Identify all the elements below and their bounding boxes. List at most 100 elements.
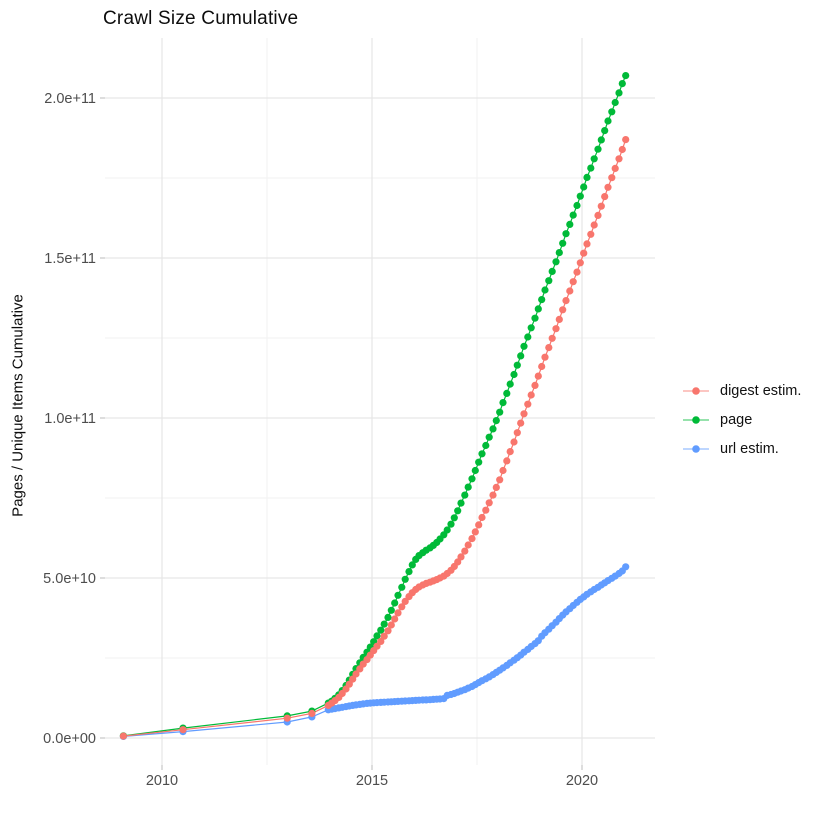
data-point-page (538, 296, 546, 304)
data-point-page (510, 370, 518, 379)
legend-label: digest estim. (720, 382, 802, 399)
data-point-page (485, 433, 493, 441)
data-point-digest-estim- (531, 381, 539, 389)
legend-key-dot (692, 386, 700, 395)
y-tick-label: 5.0e+10 (43, 571, 96, 587)
data-point-digest-estim- (464, 541, 472, 549)
data-point-page (408, 561, 416, 569)
data-point-page (524, 333, 532, 341)
legend: digest estim. page url estim. (682, 376, 801, 463)
data-point-digest-estim- (597, 202, 605, 210)
data-point-page (478, 450, 486, 458)
data-point-page (503, 389, 511, 397)
data-point-digest-estim- (587, 230, 595, 238)
data-point-page (562, 230, 570, 238)
data-point-page (391, 599, 399, 607)
legend-key-dot (692, 415, 700, 424)
data-point-digest-estim- (538, 362, 546, 371)
x-tick-label: 2015 (356, 773, 388, 789)
data-point-digest-estim- (534, 372, 542, 380)
data-point-page (464, 483, 472, 491)
data-point-digest-estim- (580, 249, 588, 257)
data-point-digest-estim- (513, 429, 521, 437)
data-point-page (377, 626, 385, 634)
data-point-page (559, 239, 567, 247)
data-point-page (622, 72, 630, 80)
data-point-page (447, 520, 455, 528)
data-point-page (552, 258, 560, 266)
data-point-digest-estim- (608, 174, 616, 182)
data-point-digest-estim- (373, 642, 381, 650)
data-point-digest-estim- (510, 438, 518, 446)
data-point-digest-estim- (559, 306, 567, 314)
data-point-digest-estim- (457, 553, 465, 561)
data-point-page (506, 380, 514, 388)
data-point-digest-estim- (618, 145, 626, 154)
data-point-page (531, 314, 539, 322)
data-point-digest-estim- (527, 391, 535, 399)
data-point-digest-estim- (352, 670, 360, 678)
data-point-page (604, 117, 612, 125)
y-tick-label: 0.0e+00 (43, 731, 96, 747)
data-point-digest-estim- (492, 483, 500, 491)
data-point-digest-estim- (583, 240, 591, 248)
data-point-digest-estim- (594, 211, 602, 219)
y-axis-title: Pages / Unique Items Cumulative (9, 294, 27, 517)
data-point-page (398, 583, 406, 591)
data-point-digest-estim- (482, 506, 490, 514)
data-point-digest-estim- (387, 621, 395, 629)
data-point-digest-estim- (615, 155, 623, 163)
data-point-page (597, 136, 605, 144)
data-point-digest-estim- (611, 164, 619, 172)
data-point-page (548, 267, 556, 275)
data-point-digest-estim- (590, 221, 598, 229)
data-point-digest-estim- (384, 627, 392, 635)
data-point-page (618, 80, 626, 88)
legend-key-icon (683, 386, 709, 395)
data-point-digest-estim- (569, 278, 577, 286)
y-tick-label: 2.0e+11 (44, 91, 96, 107)
data-point-digest-estim- (622, 136, 630, 144)
legend-label: url estim. (720, 440, 779, 457)
data-point-digest-estim- (566, 287, 574, 295)
data-point-digest-estim- (545, 344, 553, 352)
data-point-digest-estim- (471, 528, 479, 536)
data-point-page (513, 361, 521, 369)
data-point-page (468, 475, 476, 483)
data-point-digest-estim- (380, 632, 388, 640)
data-point-digest-estim- (391, 615, 399, 623)
data-point-page (545, 277, 553, 285)
data-point-page (590, 155, 598, 163)
data-point-page (373, 632, 381, 640)
data-point-page (611, 98, 619, 107)
legend-key-icon (683, 415, 709, 424)
data-point-page (384, 613, 392, 622)
data-point-digest-estim- (475, 521, 483, 529)
data-point-page (615, 89, 623, 97)
data-point-digest-estim- (562, 297, 570, 305)
data-point-page (573, 201, 581, 210)
data-point-page (569, 211, 577, 219)
data-point-page (541, 286, 549, 294)
data-point-page (492, 417, 500, 425)
data-point-digest-estim- (601, 193, 609, 201)
data-point-digest-estim- (478, 513, 486, 522)
data-point-page (527, 324, 535, 332)
data-point-page (534, 305, 542, 313)
y-tick-label: 1.5e+11 (44, 251, 96, 267)
data-point-page (475, 458, 483, 466)
data-point-digest-estim- (283, 714, 291, 722)
legend-item-url-estim: url estim. (682, 434, 801, 463)
data-point-page (471, 466, 479, 475)
data-point-url-estim- (622, 563, 630, 571)
data-point-page (387, 606, 395, 614)
data-point-digest-estim- (179, 726, 187, 734)
data-point-page (380, 620, 388, 628)
data-point-digest-estim- (604, 183, 612, 191)
data-point-page (489, 425, 497, 433)
data-point-page (608, 108, 616, 116)
data-point-page (394, 591, 402, 599)
data-point-digest-estim- (401, 597, 409, 606)
data-point-digest-estim- (489, 491, 497, 499)
